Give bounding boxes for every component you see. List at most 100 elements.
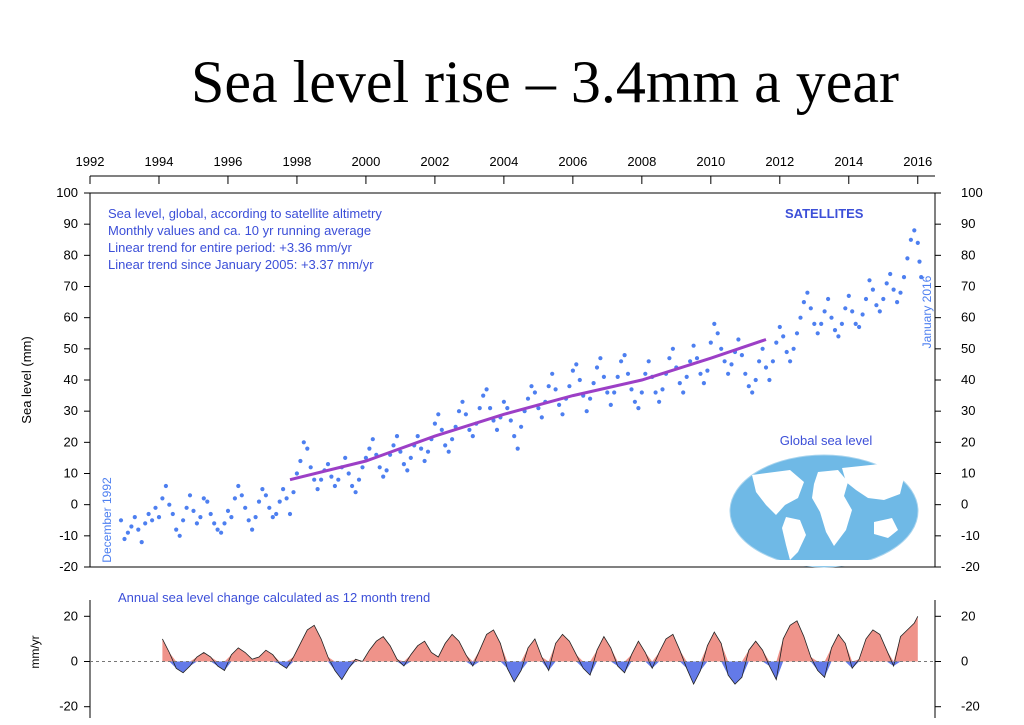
y-tick-label-right-100: 100 <box>961 185 983 200</box>
x-tick-label-2014: 2014 <box>834 154 863 169</box>
data-point-107 <box>488 406 493 411</box>
data-point-148 <box>629 387 634 392</box>
antarctica-shape <box>770 560 880 566</box>
data-point-177 <box>729 362 734 367</box>
data-point-30 <box>222 521 227 526</box>
x-tick-label-1992: 1992 <box>76 154 105 169</box>
data-point-150 <box>636 406 641 411</box>
data-point-111 <box>501 399 506 404</box>
data-point-200 <box>808 306 813 311</box>
data-point-187 <box>763 365 769 370</box>
data-point-216 <box>863 296 869 302</box>
data-point-173 <box>715 331 720 336</box>
data-point-104 <box>477 406 482 411</box>
satellites-tag: SATELLITES <box>785 206 864 221</box>
data-point-89 <box>425 449 431 454</box>
x-tick-label-2012: 2012 <box>765 154 794 169</box>
data-point-57 <box>315 487 320 492</box>
data-point-172 <box>712 321 717 326</box>
data-point-223 <box>888 271 893 277</box>
data-point-171 <box>708 340 713 345</box>
data-point-75 <box>377 465 382 470</box>
x-tick-label-1998: 1998 <box>282 154 311 169</box>
positive-change-area <box>162 616 918 662</box>
data-point-232 <box>917 259 922 264</box>
data-point-190 <box>774 340 779 345</box>
data-point-50 <box>291 490 296 495</box>
top-x-axis: 1992 1994 1996 1998 2000 2002 2004 2006 2008 2010… <box>76 154 935 184</box>
data-point-219 <box>874 303 879 308</box>
data-point-130 <box>567 384 572 389</box>
data-point-125 <box>550 371 555 376</box>
change-outline <box>162 616 919 686</box>
data-point-222 <box>884 281 889 286</box>
data-point-92 <box>436 412 441 417</box>
data-point-209 <box>839 321 845 326</box>
x-tick-label-2010: 2010 <box>696 154 725 169</box>
data-point-33 <box>232 496 237 501</box>
x-tick-label-2004: 2004 <box>489 154 518 169</box>
scatter-points <box>118 228 924 545</box>
data-point-83 <box>405 468 410 473</box>
data-point-109 <box>494 427 500 432</box>
x-tick-label-1994: 1994 <box>145 154 174 169</box>
data-point-67 <box>350 483 355 489</box>
y-tick-label-right-10: 10 <box>961 466 975 481</box>
data-point-95 <box>446 449 451 454</box>
data-point-87 <box>419 446 424 451</box>
y-tick-label-left-0: 0 <box>71 497 78 512</box>
y-tick-label-right-30: 30 <box>961 403 975 418</box>
x-tick-label-2002: 2002 <box>420 154 449 169</box>
data-point-9 <box>150 518 155 523</box>
data-point-201 <box>812 321 817 326</box>
data-point-47 <box>281 487 286 492</box>
data-point-106 <box>484 387 489 392</box>
data-point-208 <box>836 334 841 339</box>
data-point-120 <box>532 390 538 395</box>
data-point-168 <box>698 371 703 376</box>
data-point-215 <box>860 312 865 317</box>
data-point-18 <box>181 518 186 523</box>
australia-shape <box>874 518 898 538</box>
data-point-122 <box>539 415 544 420</box>
data-point-40 <box>256 499 262 504</box>
data-point-165 <box>688 359 693 364</box>
data-point-93 <box>439 427 444 432</box>
data-point-115 <box>515 446 520 451</box>
lower-left-y-axis: 20 0 -20 <box>59 608 90 714</box>
data-point-56 <box>312 477 317 482</box>
y-tick-label-right-20: 20 <box>961 434 975 449</box>
lower-y-tick-label-left-0: 0 <box>71 654 78 669</box>
data-point-145 <box>619 359 624 364</box>
data-point-2 <box>125 530 130 535</box>
trend-areas <box>162 616 919 686</box>
data-point-32 <box>229 515 234 520</box>
data-point-84 <box>408 455 413 460</box>
globe-inset: Global sea level <box>729 433 919 568</box>
data-point-11 <box>156 515 162 520</box>
y-tick-label-right-0: 0 <box>961 497 968 512</box>
data-point-140 <box>601 374 607 379</box>
data-point-39 <box>253 515 258 520</box>
data-point-3 <box>129 524 134 529</box>
data-point-65 <box>343 455 348 460</box>
lower-y-tick-label-right-0: 0 <box>961 654 968 669</box>
data-point-70 <box>360 465 365 470</box>
data-point-16 <box>174 527 179 532</box>
data-point-224 <box>891 287 896 292</box>
data-point-192 <box>781 334 786 339</box>
data-point-160 <box>670 346 676 351</box>
data-point-228 <box>905 256 910 261</box>
data-point-19 <box>184 505 189 510</box>
data-point-71 <box>363 455 368 460</box>
start-date-label: December 1992 <box>100 477 114 563</box>
data-point-113 <box>508 418 513 423</box>
data-point-136 <box>588 396 593 401</box>
main-plot: 1992 1994 1996 1998 2000 2002 2004 2006 2008 2010… <box>19 154 983 574</box>
data-point-79 <box>391 443 396 448</box>
y-tick-label-left--20: -20 <box>59 559 78 574</box>
data-point-94 <box>443 443 448 448</box>
data-point-193 <box>784 349 789 355</box>
data-point-112 <box>505 406 510 411</box>
data-point-73 <box>370 437 375 442</box>
